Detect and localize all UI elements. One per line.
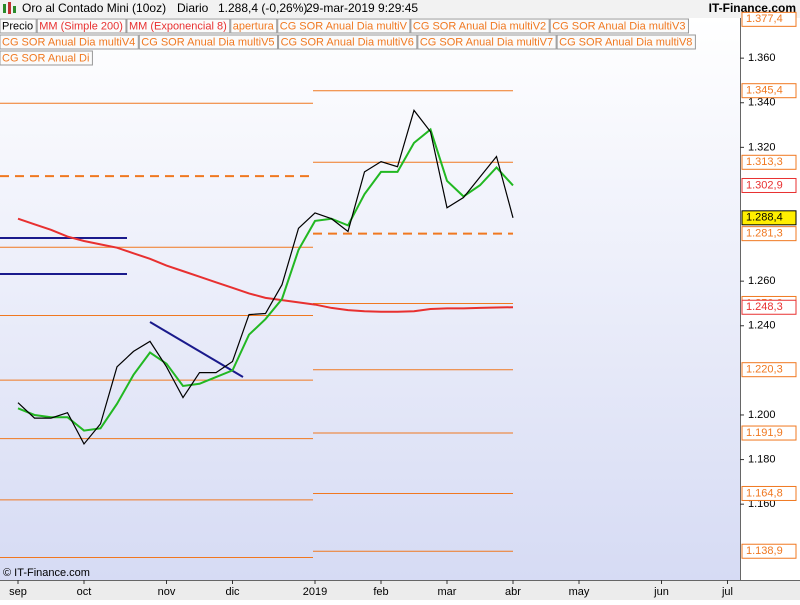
legend-box <box>549 18 689 34</box>
x-axis-background <box>0 580 800 600</box>
legend-box <box>410 18 550 34</box>
timestamp: 29-mar-2019 9:29:45 <box>306 1 418 15</box>
header-bar <box>0 0 800 18</box>
value-label: 1.288,4 <box>746 212 783 224</box>
last-quote: 1.288,4 (-0,26%) <box>218 1 307 15</box>
legend-box <box>417 34 557 50</box>
legend-box <box>277 18 411 34</box>
legend-label: apertura <box>233 20 275 32</box>
x-tick-label: 2019 <box>303 586 327 598</box>
level-label-box <box>741 154 797 170</box>
level-label-box <box>741 543 797 559</box>
legend-label: MM (Exponencial 8) <box>129 20 227 32</box>
x-tick-label: mar <box>438 586 457 598</box>
legend-box <box>0 34 139 50</box>
plot-background <box>0 18 740 580</box>
x-tick-label: oct <box>77 586 92 598</box>
legend-label: CG SOR Anual Dia multiV5 <box>141 36 274 48</box>
x-tick-label: abr <box>505 586 521 598</box>
y-tick-label: 1.180 <box>748 453 776 465</box>
x-tick-label: dic <box>225 586 240 598</box>
legend-box <box>138 34 279 50</box>
y-tick-label: 1.360 <box>748 52 776 64</box>
y-tick-label: 1.160 <box>748 498 776 510</box>
legend-label: Precio <box>2 20 33 32</box>
legend: Precio MM (Simple 200) MM (Exponencial 8) a… <box>0 18 696 66</box>
legend-label: CG SOR Anual Dia multiV4 <box>2 36 135 48</box>
legend-label: CG SOR Anual Dia multiV <box>280 20 408 32</box>
legend-box <box>0 18 37 34</box>
level-label-box <box>741 83 797 99</box>
level-label: 1.345,4 <box>746 85 783 97</box>
y-tick-label: 1.240 <box>748 320 776 332</box>
level-label-box <box>741 485 797 501</box>
legend-label: CG SOR Anual Di <box>2 52 89 64</box>
x-tick-label: sep <box>9 586 27 598</box>
level-label: 1.281,3 <box>746 228 783 240</box>
x-tick-label: feb <box>373 586 388 598</box>
x-tick-label: may <box>569 586 590 598</box>
y-tick-label: 1.320 <box>748 141 776 153</box>
value-label-box <box>741 177 797 193</box>
legend-box <box>126 18 231 34</box>
legend-label: CG SOR Anual Dia multiV2 <box>413 20 546 32</box>
legend-box <box>230 18 278 34</box>
level-label: 1.377,4 <box>746 13 783 25</box>
legend-label: MM (Simple 200) <box>39 20 123 32</box>
x-tick-label: nov <box>158 586 176 598</box>
x-tick-label: jun <box>653 586 669 598</box>
y-tick-label: 1.260 <box>748 275 776 287</box>
level-label-box <box>741 362 797 378</box>
level-label-box <box>741 11 797 27</box>
y-tick-label: 1.200 <box>748 409 776 421</box>
level-label: 1.313,3 <box>746 156 783 168</box>
value-label-box <box>741 299 797 315</box>
series-line <box>17 127 514 432</box>
value-label: 1.248,3 <box>746 301 783 313</box>
legend-label: CG SOR Anual Dia multiV8 <box>559 36 692 48</box>
series-line <box>17 217 514 313</box>
level-label: 1.138,9 <box>746 545 783 557</box>
chart-title: Oro al Contado Mini (10oz) <box>22 1 166 15</box>
value-label: 1.302,9 <box>746 179 783 191</box>
level-label: 1.191,9 <box>746 427 783 439</box>
levels <box>0 18 513 558</box>
legend-box <box>0 50 93 66</box>
level-label-box <box>741 226 797 242</box>
value-label-box <box>741 210 797 226</box>
app-icon <box>3 2 16 14</box>
legend-label: CG SOR Anual Dia multiV6 <box>281 36 414 48</box>
trend-line <box>149 321 244 378</box>
copyright: © IT-Finance.com <box>3 567 90 579</box>
level-label: 1.164,8 <box>746 487 783 499</box>
brand: IT-Finance.com <box>709 1 796 15</box>
legend-label: CG SOR Anual Dia multiV7 <box>420 36 553 48</box>
series-line <box>17 109 514 446</box>
legend-box <box>36 18 127 34</box>
period: Diario <box>177 1 209 15</box>
level-label: 1.220,3 <box>746 364 783 376</box>
legend-label: CG SOR Anual Dia multiV3 <box>552 20 685 32</box>
y-tick-label: 1.340 <box>748 97 776 109</box>
legend-box <box>556 34 696 50</box>
legend-box <box>278 34 418 50</box>
level-label-box <box>741 425 797 441</box>
x-tick-label: jul <box>721 586 733 598</box>
